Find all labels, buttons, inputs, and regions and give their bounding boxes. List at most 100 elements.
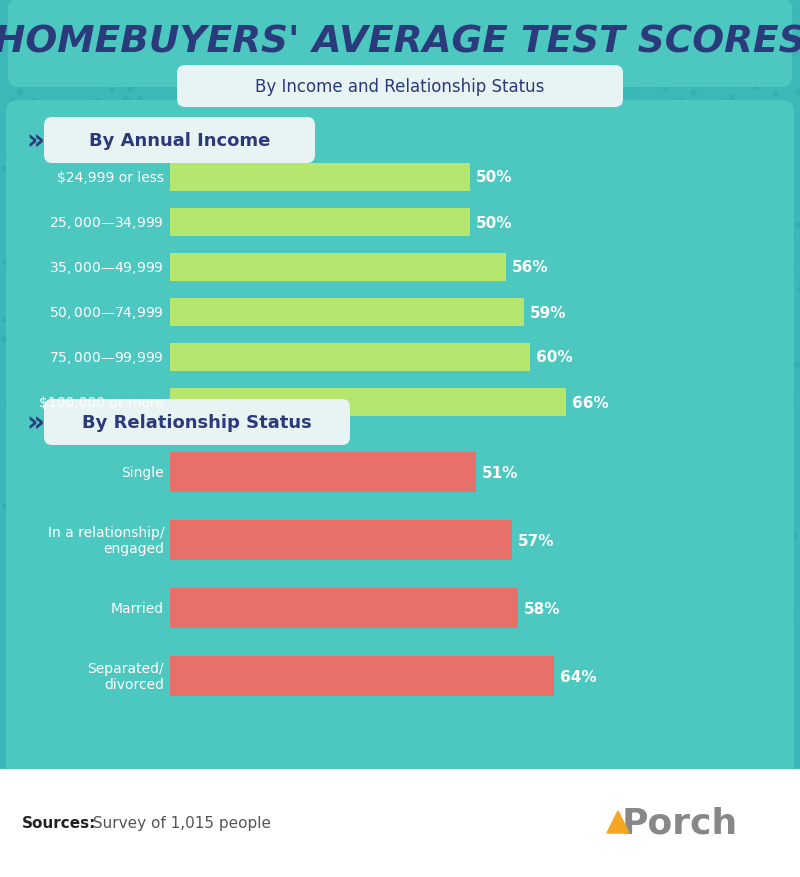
Circle shape <box>466 453 471 457</box>
Circle shape <box>146 741 152 746</box>
Circle shape <box>718 638 723 644</box>
Circle shape <box>349 142 354 146</box>
Circle shape <box>346 652 351 657</box>
Circle shape <box>162 406 168 410</box>
Circle shape <box>465 750 470 755</box>
Circle shape <box>717 370 722 375</box>
Circle shape <box>241 706 246 711</box>
Circle shape <box>687 300 692 305</box>
Circle shape <box>576 571 582 575</box>
Circle shape <box>210 444 215 449</box>
Circle shape <box>177 617 182 622</box>
Circle shape <box>422 21 426 25</box>
Bar <box>170 299 524 326</box>
Circle shape <box>393 615 398 620</box>
Circle shape <box>318 386 323 391</box>
Circle shape <box>78 317 83 322</box>
Text: HOMEBUYERS' AVERAGE TEST SCORES: HOMEBUYERS' AVERAGE TEST SCORES <box>0 24 800 60</box>
Circle shape <box>146 668 152 673</box>
Circle shape <box>446 583 451 588</box>
Circle shape <box>470 519 474 524</box>
Circle shape <box>715 578 720 582</box>
Circle shape <box>276 715 281 720</box>
Circle shape <box>90 341 94 346</box>
Circle shape <box>747 320 752 325</box>
Circle shape <box>2 504 8 510</box>
Circle shape <box>346 178 350 183</box>
Circle shape <box>426 282 431 287</box>
Circle shape <box>756 295 762 300</box>
Circle shape <box>518 181 522 186</box>
Circle shape <box>713 23 718 28</box>
Circle shape <box>204 120 209 125</box>
Circle shape <box>385 172 390 176</box>
Circle shape <box>697 172 702 177</box>
Circle shape <box>129 322 134 327</box>
Circle shape <box>782 117 787 122</box>
Circle shape <box>716 201 722 206</box>
Circle shape <box>119 678 124 683</box>
Circle shape <box>188 262 193 267</box>
Circle shape <box>22 586 27 591</box>
Circle shape <box>373 722 378 726</box>
Circle shape <box>416 640 421 645</box>
Circle shape <box>540 708 545 713</box>
Circle shape <box>442 440 447 446</box>
Circle shape <box>662 612 666 617</box>
Circle shape <box>187 46 192 52</box>
Circle shape <box>414 356 418 361</box>
Circle shape <box>34 724 38 730</box>
Text: In a relationship/
engaged: In a relationship/ engaged <box>47 525 164 555</box>
Circle shape <box>634 300 638 305</box>
FancyBboxPatch shape <box>44 118 315 164</box>
Circle shape <box>582 451 587 456</box>
Circle shape <box>137 97 142 103</box>
Circle shape <box>88 467 94 473</box>
Circle shape <box>22 595 27 599</box>
Circle shape <box>490 396 495 402</box>
Circle shape <box>99 574 105 580</box>
Circle shape <box>644 485 650 490</box>
Circle shape <box>747 492 752 497</box>
Circle shape <box>749 253 754 258</box>
Circle shape <box>213 280 218 284</box>
Circle shape <box>462 624 467 630</box>
Circle shape <box>615 664 620 669</box>
Circle shape <box>776 651 782 655</box>
Circle shape <box>595 164 601 168</box>
Circle shape <box>758 751 763 756</box>
Circle shape <box>666 668 670 673</box>
Circle shape <box>722 517 728 521</box>
Circle shape <box>359 333 365 339</box>
Circle shape <box>204 439 209 445</box>
Circle shape <box>270 210 275 216</box>
Circle shape <box>168 118 173 123</box>
Circle shape <box>350 626 354 631</box>
Text: $35,000—$49,999: $35,000—$49,999 <box>50 260 164 275</box>
Circle shape <box>51 416 56 421</box>
Circle shape <box>6 135 11 140</box>
Circle shape <box>151 715 156 720</box>
Circle shape <box>662 85 667 90</box>
Circle shape <box>54 594 59 598</box>
Circle shape <box>56 461 61 467</box>
Circle shape <box>645 531 650 536</box>
Circle shape <box>50 605 54 610</box>
Circle shape <box>432 232 437 238</box>
Circle shape <box>129 719 134 724</box>
Circle shape <box>470 424 475 428</box>
Circle shape <box>387 380 393 384</box>
Circle shape <box>458 70 463 75</box>
Circle shape <box>474 93 479 97</box>
Circle shape <box>29 26 34 32</box>
Circle shape <box>416 303 421 309</box>
Circle shape <box>205 182 210 187</box>
Circle shape <box>518 553 522 558</box>
Circle shape <box>790 267 794 272</box>
Circle shape <box>65 640 70 645</box>
Circle shape <box>159 274 164 279</box>
Circle shape <box>367 432 372 438</box>
Circle shape <box>174 601 179 605</box>
Circle shape <box>600 132 606 137</box>
Circle shape <box>444 536 450 540</box>
